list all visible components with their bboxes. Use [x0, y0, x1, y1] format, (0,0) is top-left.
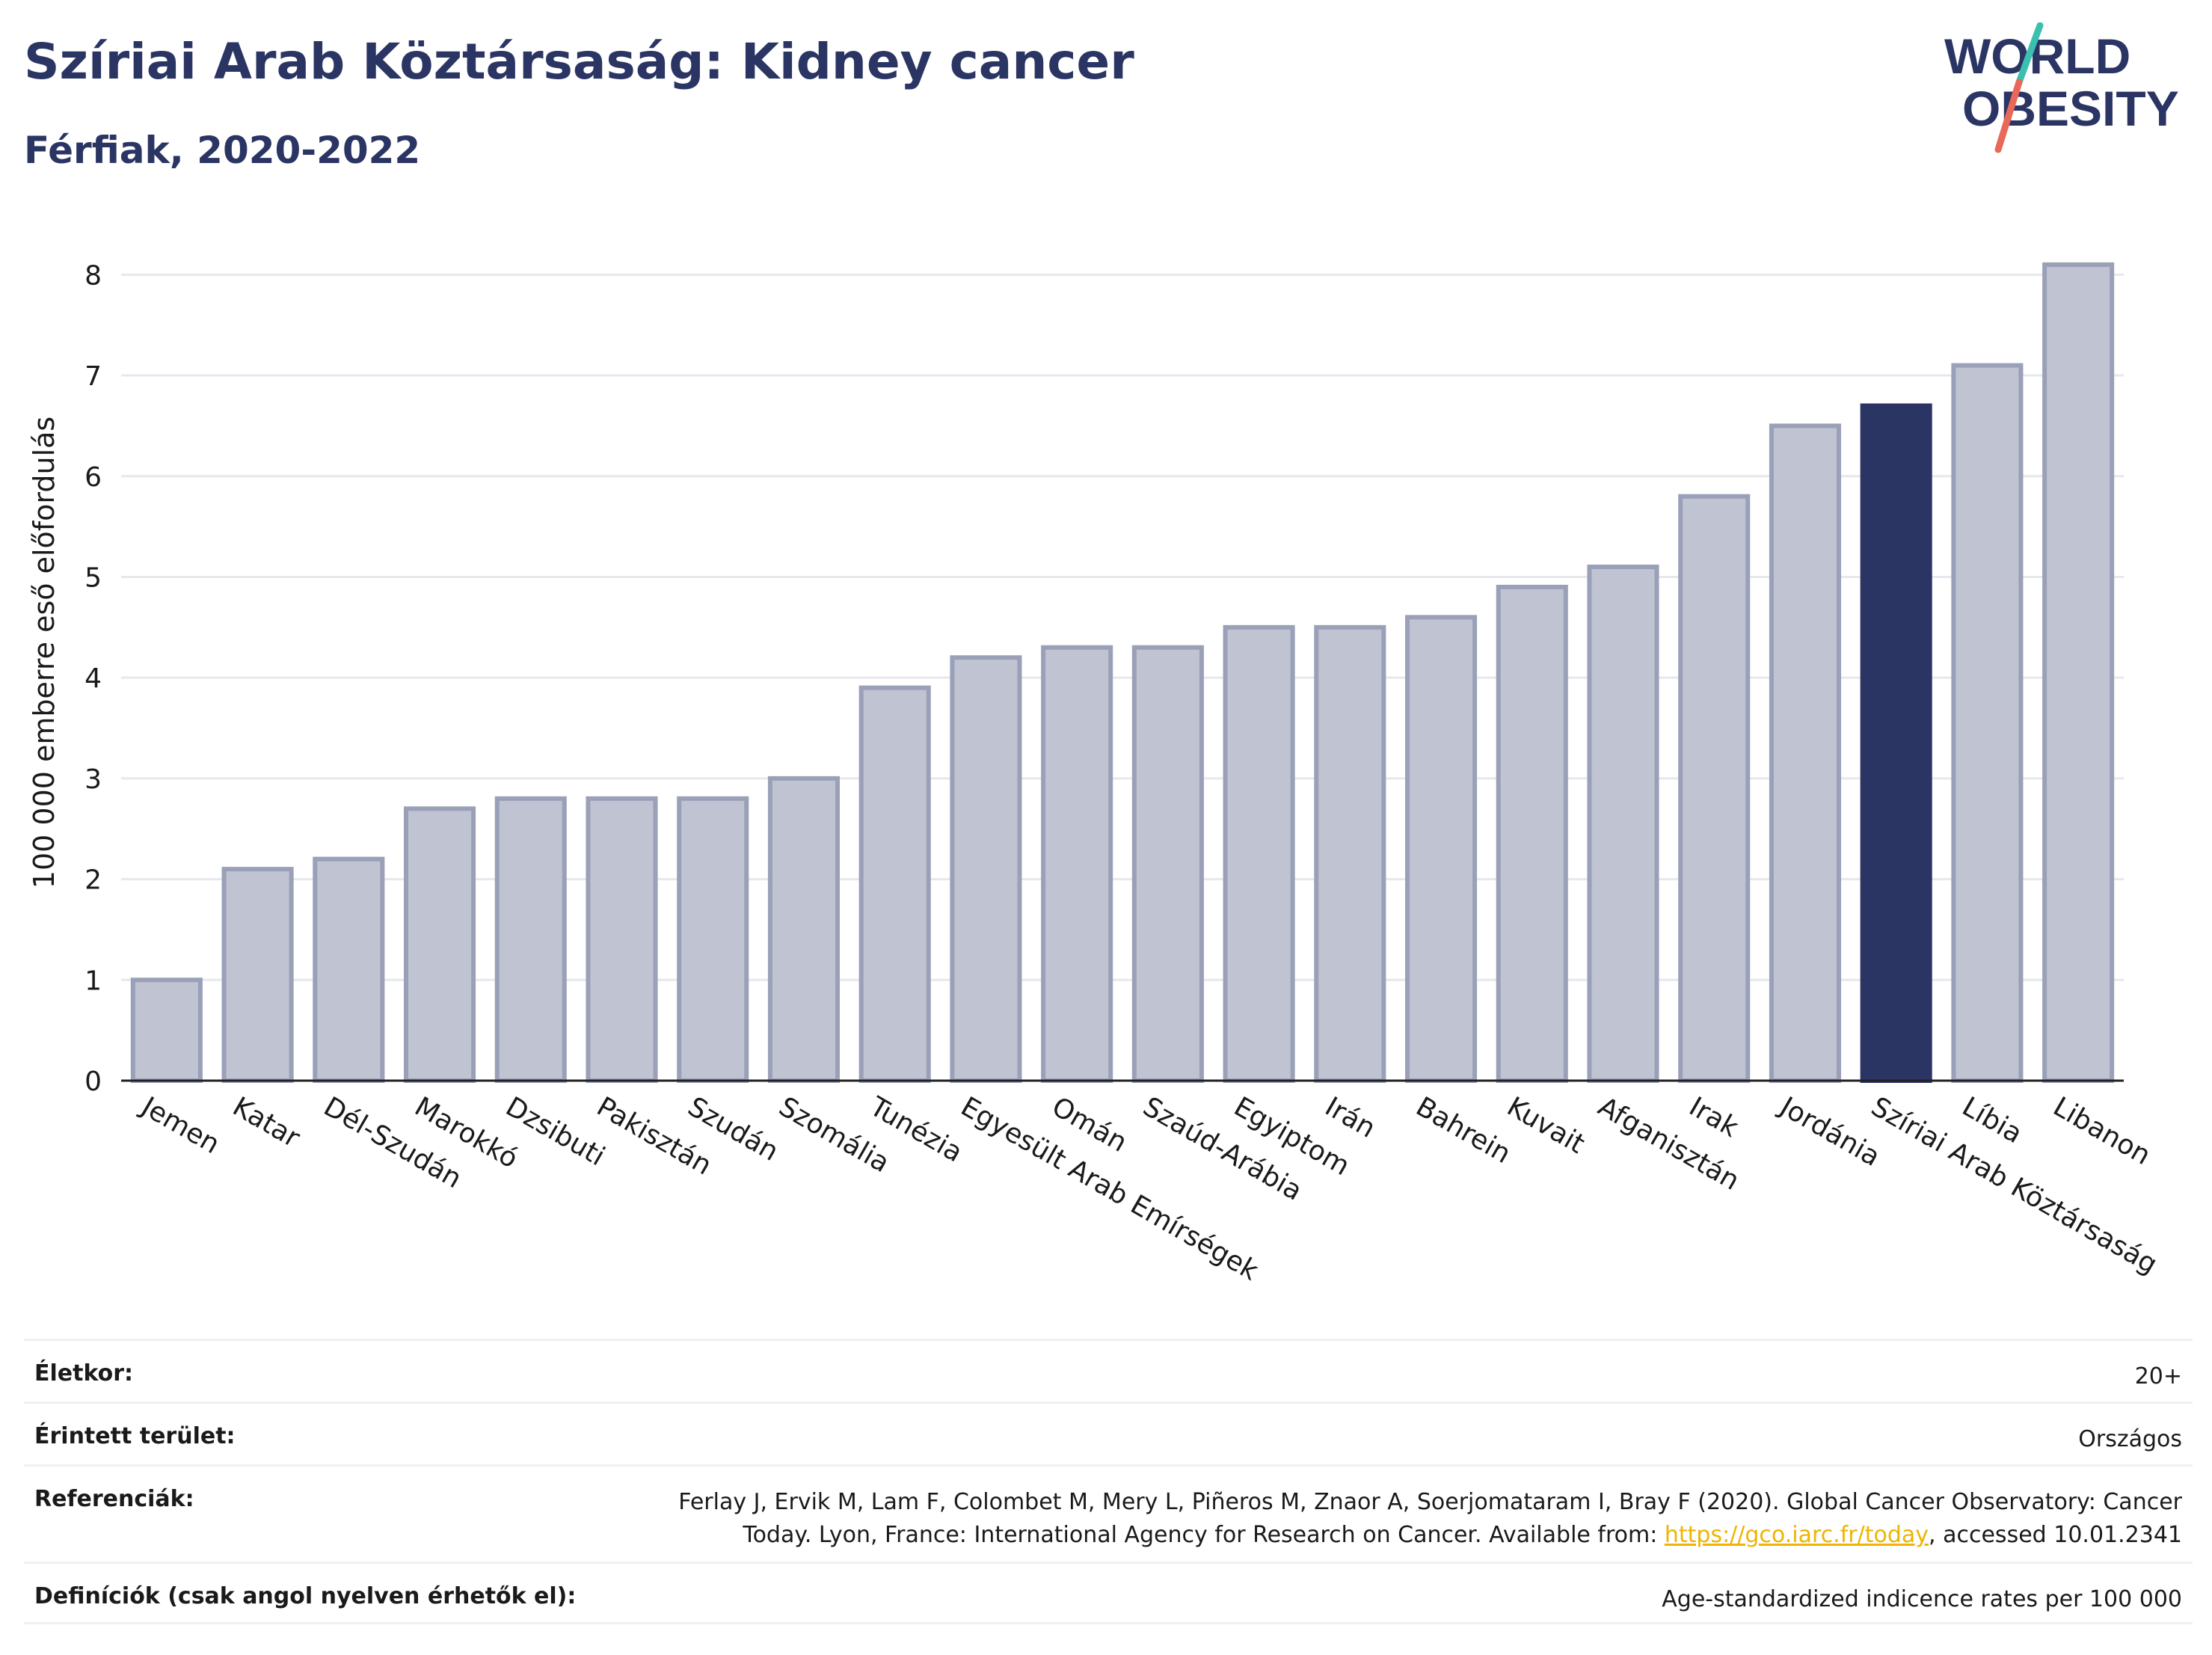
y-tick-label: 7	[85, 361, 102, 392]
x-tick-label: Irán	[1320, 1091, 1380, 1144]
y-tick-label: 8	[85, 260, 102, 291]
bar-14[interactable]	[1314, 624, 1386, 1083]
bar-12[interactable]	[1131, 645, 1204, 1083]
info-row-age: Életkor: 20+	[24, 1339, 2193, 1401]
world-obesity-logo: WORLD OBESITY	[1944, 22, 2179, 153]
y-tick-label: 1	[85, 965, 102, 996]
x-tick-label: Jemen	[135, 1090, 225, 1160]
bar-4[interactable]	[404, 806, 476, 1083]
bar-17[interactable]	[1587, 565, 1659, 1083]
x-tick-label: Szaúd-Arábia	[1137, 1091, 1307, 1207]
references-value: Ferlay J, Ervik M, Lam F, Colombet M, Me…	[678, 1486, 2182, 1552]
bar-3[interactable]	[313, 856, 385, 1084]
reference-text-2: Today. Lyon, France: International Agenc…	[743, 1522, 1665, 1548]
info-row-references: Referenciák: Ferlay J, Ervik M, Lam F, C…	[24, 1464, 2193, 1562]
x-axis-ticks: Jemen Katar Dél-SzudánMarokkóDzsibutiPakis…	[135, 1090, 2163, 1286]
info-row-area: Érintett terület: Országos	[24, 1401, 2193, 1464]
y-tick-label: 0	[85, 1066, 102, 1097]
bar-5[interactable]	[494, 796, 567, 1083]
bar-13[interactable]	[1223, 624, 1295, 1083]
bars	[130, 262, 2115, 1084]
bar-10[interactable]	[950, 655, 1022, 1083]
bar-22[interactable]	[2042, 262, 2115, 1084]
x-tick-label: Libanon	[2048, 1091, 2156, 1171]
bar-19[interactable]	[1769, 423, 1841, 1083]
y-axis-label: 100 000 emberre eső előfordulás	[28, 417, 61, 888]
bar-18[interactable]	[1678, 494, 1751, 1083]
reference-link[interactable]: https://gco.iarc.fr/today	[1664, 1522, 1929, 1548]
bar-chart: 0 1 2 3 4 5 6 7 8 Jemen Katar Dél-SzudánMarokkóDzs…	[28, 260, 2163, 1286]
age-label: Életkor:	[34, 1360, 134, 1387]
bar-9[interactable]	[858, 685, 931, 1083]
y-tick-label: 5	[85, 562, 102, 593]
reference-text-1: Ferlay J, Ervik M, Lam F, Colombet M, Me…	[678, 1489, 2182, 1515]
logo-slash-bottom	[1994, 79, 2023, 153]
bar-7[interactable]	[677, 796, 749, 1083]
info-table: Életkor: 20+ Érintett terület: Országos …	[24, 1339, 2193, 1624]
bar-6[interactable]	[586, 796, 658, 1083]
bar-16[interactable]	[1496, 584, 1568, 1083]
age-value: 20+	[2134, 1363, 2182, 1390]
logo-text-obesity: OBESITY	[1962, 81, 2179, 136]
x-tick-label: Irak	[1684, 1091, 1744, 1143]
bar-2[interactable]	[221, 867, 294, 1084]
info-row-definitions: Definíciók (csak angol nyelven érhetők e…	[24, 1562, 2193, 1624]
bar-21[interactable]	[1951, 363, 2024, 1083]
y-axis-ticks: 0 1 2 3 4 5 6 7 8	[85, 260, 102, 1097]
x-tick-label: Dzsibuti	[500, 1091, 609, 1172]
y-tick-label: 6	[85, 462, 102, 493]
definitions-label: Definíciók (csak angol nyelven érhetők e…	[34, 1583, 577, 1609]
x-tick-label: Kuvait	[1502, 1091, 1590, 1160]
logo-slash-top	[2015, 22, 2044, 86]
chart-title: Szíriai Arab Köztársaság: Kidney cancer	[24, 33, 1134, 90]
definitions-value: Age-standardized indicence rates per 100…	[1662, 1586, 2182, 1612]
chart-subtitle: Férfiak, 2020-2022	[24, 129, 421, 172]
bar-8[interactable]	[767, 776, 840, 1083]
bar-15[interactable]	[1405, 615, 1478, 1083]
y-tick-label: 2	[85, 865, 102, 896]
bar-11[interactable]	[1041, 645, 1113, 1083]
y-tick-label: 4	[85, 663, 102, 694]
area-label: Érintett terület:	[34, 1423, 236, 1449]
bar-20[interactable]	[1860, 403, 1932, 1083]
x-tick-label: Katar	[227, 1091, 305, 1154]
area-value: Országos	[2078, 1426, 2182, 1452]
bar-1[interactable]	[130, 977, 203, 1083]
x-tick-label: Bahrein	[1411, 1091, 1516, 1170]
references-label: Referenciák:	[34, 1486, 194, 1512]
x-tick-label: Jordánia	[1774, 1090, 1885, 1173]
y-tick-label: 3	[85, 764, 102, 795]
reference-text-3: , accessed 10.01.2341	[1929, 1522, 2182, 1548]
